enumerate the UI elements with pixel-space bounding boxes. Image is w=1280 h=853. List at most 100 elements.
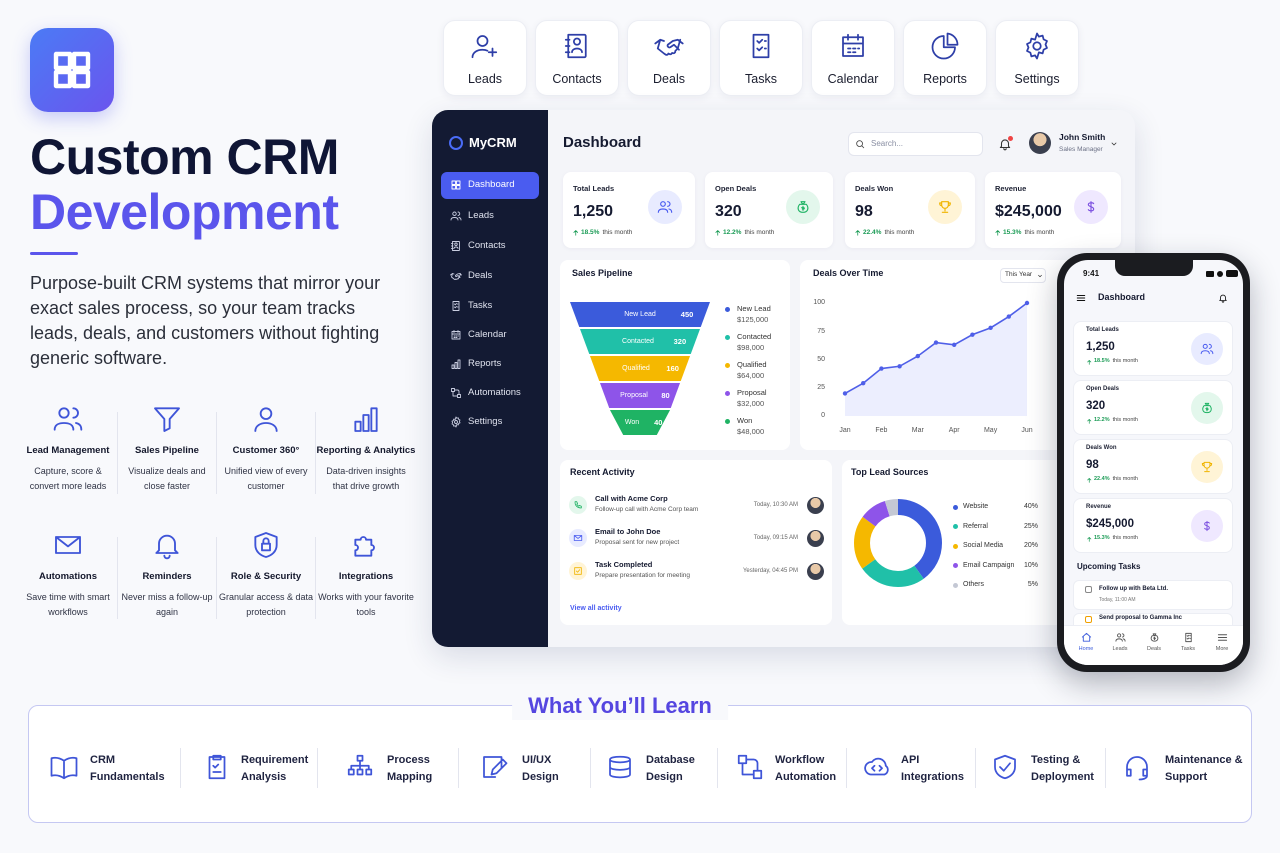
mobile-nav-label: Home xyxy=(1078,646,1094,653)
icon-path xyxy=(354,407,378,432)
icon-path xyxy=(939,201,951,213)
activity-time: Today, 10:30 AM xyxy=(753,502,798,509)
icon-path xyxy=(855,230,861,236)
icon-bell[interactable] xyxy=(998,137,1012,151)
legend-label: New Lead xyxy=(737,304,771,314)
icon-home[interactable] xyxy=(1081,632,1092,643)
separator xyxy=(458,748,459,788)
legend-label: Qualified xyxy=(737,360,767,370)
checkbox[interactable] xyxy=(1085,616,1092,623)
brand-logo xyxy=(449,136,463,150)
activity-time: Today, 09:15 AM xyxy=(753,535,798,542)
separator xyxy=(180,748,181,788)
dropdown[interactable] xyxy=(1000,268,1046,283)
legend-dot xyxy=(953,504,958,510)
icon-path xyxy=(1200,343,1214,355)
mobile-title: Dashboard xyxy=(1098,292,1146,303)
feature-title: Sales Pipeline xyxy=(135,444,199,456)
stat-change: 12.2% this month xyxy=(1094,417,1138,425)
icon-bars xyxy=(354,407,378,432)
icon-path xyxy=(53,407,83,431)
icon-headset xyxy=(1126,756,1148,781)
icon-book xyxy=(50,756,78,780)
nav-tile[interactable] xyxy=(443,20,527,96)
nav-label: Reports xyxy=(923,71,967,86)
nav-tile[interactable] xyxy=(811,20,895,96)
stat-label: Revenue xyxy=(995,184,1027,194)
separator xyxy=(216,537,217,619)
feature-title: Role & Security xyxy=(230,570,302,582)
task-time: Today, 11:00 AM xyxy=(1099,596,1136,603)
icon-users[interactable] xyxy=(1114,632,1126,643)
icon-path xyxy=(574,567,582,575)
icon-tasks[interactable] xyxy=(1183,632,1194,643)
icon-dollar xyxy=(1204,520,1210,532)
stat-change: 15.3% this month xyxy=(1094,535,1138,543)
nav-tile[interactable] xyxy=(627,20,711,96)
title-underline xyxy=(30,252,78,255)
status-signal xyxy=(1206,271,1214,277)
icon-chev[interactable] xyxy=(1110,140,1118,148)
icon-path xyxy=(715,230,721,236)
icon-up xyxy=(855,230,861,236)
icon-menu[interactable] xyxy=(1076,293,1086,303)
icon-flow xyxy=(451,388,461,398)
icon-tasks xyxy=(452,301,460,311)
legend-amount: $64,000 xyxy=(737,371,765,381)
view-all-link[interactable]: View all activity xyxy=(570,605,622,613)
legend-value: 5% xyxy=(1027,581,1038,589)
funnel-label: Proposal xyxy=(620,391,648,399)
icon-path xyxy=(1114,632,1126,642)
icon-path xyxy=(1087,477,1091,483)
sidebar-label: Deals xyxy=(468,269,493,281)
icon-path xyxy=(354,536,375,557)
icon-path xyxy=(1087,201,1095,213)
icon-up xyxy=(715,230,721,236)
icon-bell[interactable] xyxy=(1218,293,1228,303)
icon-hand xyxy=(654,38,684,56)
stat-change: 12.2% this month xyxy=(723,228,774,237)
feature-description: Capture, score & convert more leads xyxy=(29,466,107,492)
learn-item: Workflow Automation xyxy=(775,754,837,783)
learn-item: Database Design xyxy=(646,754,695,783)
icon-path xyxy=(1201,461,1213,473)
icon-bag[interactable] xyxy=(1149,632,1160,643)
search-placeholder: Search... xyxy=(871,138,904,148)
legend-dot xyxy=(725,362,730,368)
search-box[interactable] xyxy=(848,132,983,156)
icon-up xyxy=(1087,477,1091,483)
sidebar xyxy=(432,110,548,647)
icon-path xyxy=(573,535,583,541)
user-role: Sales Manager xyxy=(1059,145,1103,153)
icon-userplus xyxy=(471,35,498,59)
stat-label: Total Leads xyxy=(1086,327,1119,334)
sidebar-label: Settings xyxy=(468,415,503,427)
stat-label: Revenue xyxy=(1086,504,1112,511)
icon-gear xyxy=(1026,32,1048,60)
icon-users xyxy=(53,407,83,431)
logo xyxy=(30,28,114,112)
change-value: 18.5% xyxy=(581,229,600,237)
icon-search xyxy=(856,140,865,149)
feature-description: Unified view of every customer xyxy=(224,466,308,492)
notification-dot xyxy=(1008,136,1013,141)
learn-item: CRM Fundamentals xyxy=(90,754,165,783)
feature-title: Lead Management xyxy=(26,444,110,456)
user-name: John Smith xyxy=(1059,132,1106,143)
learn-item: API Integrations xyxy=(901,754,964,783)
icon-path xyxy=(1202,402,1212,414)
change-period: this month xyxy=(884,229,915,237)
icon-funnel xyxy=(154,407,180,432)
legend-amount: $98,000 xyxy=(737,343,765,353)
legend-dot xyxy=(725,334,730,340)
dashboard-title: Dashboard xyxy=(563,134,642,152)
icon-up xyxy=(995,230,1001,236)
icon-menu[interactable] xyxy=(1217,632,1228,643)
feature-title: Reporting & Analytics xyxy=(316,444,416,456)
feature-title: Integrations xyxy=(338,570,394,582)
checkbox[interactable] xyxy=(1085,586,1092,593)
icon-grid xyxy=(451,180,461,190)
nav-label: Leads xyxy=(467,71,503,86)
icon-tasks xyxy=(752,33,770,59)
